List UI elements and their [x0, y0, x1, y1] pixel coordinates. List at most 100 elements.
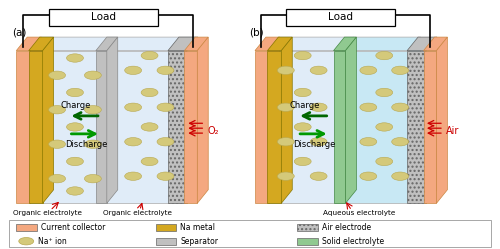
- Circle shape: [157, 172, 174, 180]
- Polygon shape: [156, 224, 176, 231]
- Circle shape: [360, 137, 377, 146]
- Polygon shape: [426, 37, 437, 203]
- Circle shape: [84, 175, 102, 183]
- Polygon shape: [346, 37, 356, 203]
- Circle shape: [48, 175, 66, 183]
- Text: Separator: Separator: [180, 237, 218, 246]
- Polygon shape: [16, 51, 30, 203]
- Text: Solid electrolyte: Solid electrolyte: [322, 237, 384, 246]
- Text: Air: Air: [446, 126, 460, 136]
- Polygon shape: [30, 51, 184, 203]
- Text: Discharge: Discharge: [294, 140, 336, 149]
- Circle shape: [124, 66, 142, 74]
- Text: Charge: Charge: [61, 101, 91, 110]
- Text: Discharge: Discharge: [64, 140, 107, 149]
- FancyBboxPatch shape: [48, 9, 158, 25]
- Circle shape: [84, 106, 102, 114]
- Polygon shape: [424, 37, 448, 51]
- Text: Load: Load: [328, 12, 353, 22]
- Circle shape: [376, 88, 392, 97]
- Polygon shape: [334, 37, 356, 51]
- Polygon shape: [255, 51, 269, 203]
- Text: (b): (b): [249, 27, 264, 37]
- Circle shape: [376, 157, 392, 166]
- Circle shape: [360, 103, 377, 112]
- Circle shape: [66, 187, 84, 195]
- Circle shape: [124, 137, 142, 146]
- Text: Organic electrolyte: Organic electrolyte: [102, 210, 172, 216]
- Circle shape: [360, 172, 377, 180]
- Circle shape: [84, 71, 102, 79]
- Polygon shape: [28, 51, 42, 203]
- Polygon shape: [297, 238, 318, 245]
- Polygon shape: [156, 238, 176, 245]
- Polygon shape: [269, 37, 353, 51]
- Polygon shape: [30, 37, 196, 51]
- Polygon shape: [168, 37, 198, 51]
- Circle shape: [66, 54, 84, 62]
- Circle shape: [392, 172, 408, 180]
- Polygon shape: [187, 37, 198, 203]
- Polygon shape: [255, 37, 280, 51]
- Polygon shape: [410, 37, 420, 203]
- Text: Organic electrolyte: Organic electrolyte: [12, 210, 82, 216]
- Circle shape: [48, 106, 66, 114]
- Circle shape: [310, 66, 327, 74]
- Circle shape: [376, 51, 392, 60]
- Polygon shape: [184, 37, 196, 203]
- Circle shape: [294, 157, 311, 166]
- Polygon shape: [96, 51, 107, 203]
- Text: Air electrode: Air electrode: [322, 223, 371, 232]
- Circle shape: [141, 51, 158, 60]
- Circle shape: [157, 66, 174, 74]
- Circle shape: [19, 238, 34, 245]
- Text: (a): (a): [12, 27, 26, 37]
- Polygon shape: [96, 37, 118, 51]
- Circle shape: [360, 66, 377, 74]
- Circle shape: [278, 172, 294, 180]
- Polygon shape: [342, 51, 409, 203]
- Polygon shape: [269, 51, 342, 203]
- Circle shape: [124, 172, 142, 180]
- Circle shape: [294, 88, 311, 97]
- Polygon shape: [342, 37, 420, 51]
- Polygon shape: [334, 51, 345, 203]
- Circle shape: [124, 103, 142, 112]
- Circle shape: [66, 88, 84, 97]
- Polygon shape: [436, 37, 448, 203]
- Circle shape: [310, 137, 327, 146]
- Text: Charge: Charge: [290, 101, 320, 110]
- Circle shape: [141, 157, 158, 166]
- Polygon shape: [342, 37, 353, 203]
- Text: O₂: O₂: [208, 126, 219, 136]
- Polygon shape: [16, 224, 37, 231]
- Polygon shape: [407, 37, 437, 51]
- Polygon shape: [269, 37, 280, 203]
- Text: Current collector: Current collector: [41, 223, 106, 232]
- Circle shape: [157, 137, 174, 146]
- Circle shape: [310, 103, 327, 112]
- Polygon shape: [424, 51, 436, 203]
- Circle shape: [392, 66, 408, 74]
- Circle shape: [278, 103, 294, 112]
- Polygon shape: [297, 224, 318, 231]
- Text: Na⁺ ion: Na⁺ ion: [38, 237, 66, 246]
- Circle shape: [48, 71, 66, 79]
- Circle shape: [310, 172, 327, 180]
- Circle shape: [141, 123, 158, 131]
- Circle shape: [278, 137, 294, 146]
- Text: Aqueous electrolyte: Aqueous electrolyte: [323, 210, 396, 216]
- Polygon shape: [42, 37, 54, 203]
- FancyBboxPatch shape: [286, 9, 395, 25]
- Circle shape: [294, 123, 311, 131]
- Circle shape: [141, 88, 158, 97]
- Polygon shape: [16, 37, 41, 51]
- Polygon shape: [268, 51, 281, 203]
- Circle shape: [66, 123, 84, 131]
- Polygon shape: [168, 51, 187, 203]
- Polygon shape: [184, 37, 208, 51]
- Polygon shape: [268, 37, 292, 51]
- Polygon shape: [198, 37, 208, 203]
- Circle shape: [84, 140, 102, 148]
- Circle shape: [392, 103, 408, 112]
